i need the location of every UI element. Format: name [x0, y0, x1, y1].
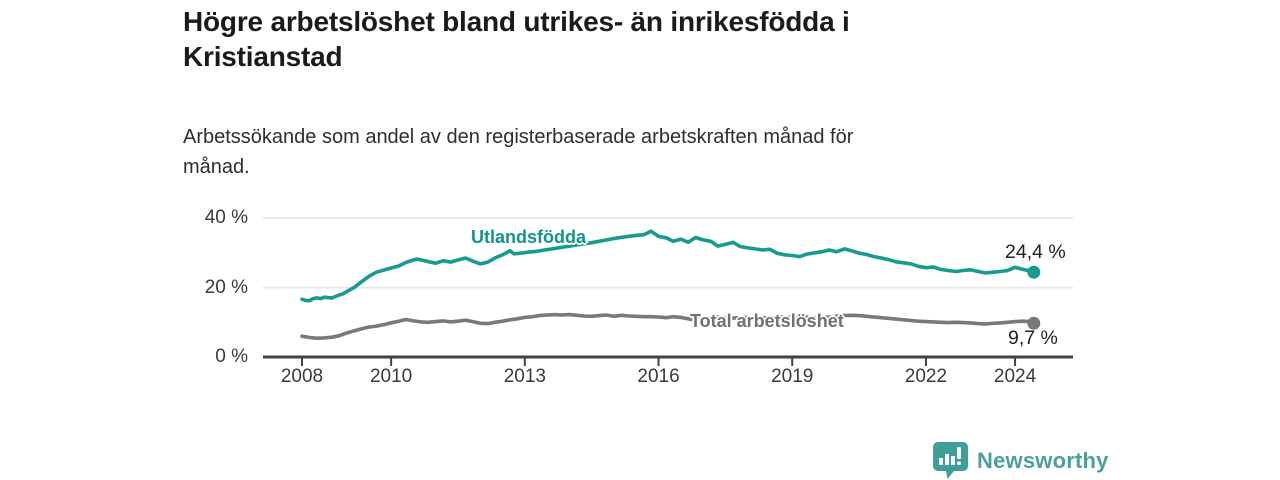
series-label-utlandsfodda: Utlandsfödda: [471, 227, 586, 247]
page-title: Högre arbetslöshet bland utrikes- än inr…: [183, 4, 1103, 74]
y-axis-tick-label: 20 %: [204, 276, 248, 298]
series-line-1: [300, 312, 1036, 340]
title-line-1: Högre arbetslöshet bland utrikes- än inr…: [183, 6, 850, 37]
chart-subtitle: Arbetssökande som andel av den registerb…: [183, 122, 1043, 182]
x-axis-tick-label: 2024: [993, 366, 1037, 387]
subtitle-line-1: Arbetssökande som andel av den registerb…: [183, 126, 854, 148]
subtitle-line-2: månad.: [183, 156, 250, 178]
x-axis-tick-label: 2013: [503, 366, 546, 387]
y-axis-tick-label: 40 %: [204, 207, 248, 228]
x-axis-tick-label: 2016: [637, 366, 680, 387]
title-line-2: Kristianstad: [183, 41, 343, 72]
series-endpoint-dot-0: [1027, 265, 1041, 279]
newsworthy-logo: Newsworthy: [933, 442, 1109, 479]
x-axis-tick-label: 2022: [904, 366, 948, 387]
series-endpoint-dot-1: [1027, 316, 1041, 330]
newsworthy-wordmark: Newsworthy: [977, 448, 1109, 473]
x-axis-tick-label: 2010: [369, 366, 413, 387]
line-chart-svg: [263, 217, 1073, 366]
line-chart-plot-area: [263, 210, 1073, 370]
end-value-label-total-arbetsloshet: 9,7 %: [1008, 327, 1058, 349]
bar-chart-speech-bubble-icon: [933, 442, 968, 479]
series-line-0: [300, 229, 1036, 303]
x-axis-tick-label: 2019: [771, 366, 814, 387]
y-axis-tick-label: 0 %: [215, 346, 248, 367]
series-label-total-arbetsloshet: Total arbetslöshet: [690, 311, 844, 331]
x-axis-tick-label: 2008: [280, 366, 324, 387]
end-value-label-utlandsfodda: 24,4 %: [1005, 241, 1066, 263]
